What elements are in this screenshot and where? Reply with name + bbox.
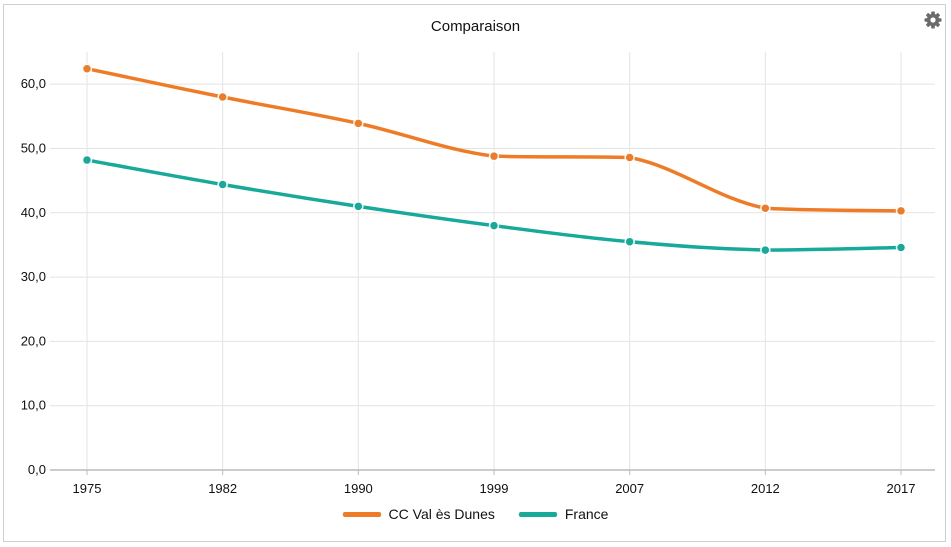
data-point-series-2[interactable] xyxy=(488,220,500,231)
y-tick-label: 40,0 xyxy=(21,205,46,220)
y-tick-label: 50,0 xyxy=(21,140,46,155)
y-tick-label: 10,0 xyxy=(21,398,46,413)
data-point-series-2[interactable] xyxy=(895,242,907,253)
legend-item-series-1[interactable]: CC Val ès Dunes xyxy=(342,506,495,522)
legend-swatch-series-2 xyxy=(518,511,557,517)
legend: CC Val ès Dunes France xyxy=(0,506,951,522)
data-point-series-1[interactable] xyxy=(760,203,771,214)
data-point-series-2[interactable] xyxy=(760,244,771,256)
x-tick-label: 2017 xyxy=(887,481,916,496)
data-point-series-1[interactable] xyxy=(624,152,635,163)
x-tick-label: 1999 xyxy=(480,481,509,496)
x-tick-label: 2007 xyxy=(615,481,644,496)
data-point-series-2[interactable] xyxy=(81,154,93,166)
x-tick-label: 2012 xyxy=(751,481,780,496)
x-tick-label: 1975 xyxy=(73,481,102,496)
data-point-series-1[interactable] xyxy=(895,205,907,217)
y-tick-label: 0,0 xyxy=(28,462,46,477)
data-points xyxy=(81,63,907,256)
x-tick-label: 1982 xyxy=(208,481,237,496)
y-tick-label: 20,0 xyxy=(21,333,46,348)
legend-label-series-2: France xyxy=(564,506,609,522)
axes: 0,0 10,0 20,0 30,0 40,0 50,0 60,0 1975 1982 1990 1… xyxy=(21,76,935,496)
data-point-series-1[interactable] xyxy=(217,91,228,103)
y-tick-label: 30,0 xyxy=(21,269,46,284)
legend-item-series-2[interactable]: France xyxy=(518,506,609,522)
data-point-series-1[interactable] xyxy=(353,118,364,129)
legend-swatch-series-1 xyxy=(342,511,381,517)
legend-label-series-1: CC Val ès Dunes xyxy=(388,506,495,522)
gear-icon[interactable] xyxy=(923,10,943,30)
data-point-series-2[interactable] xyxy=(353,201,364,212)
data-point-series-2[interactable] xyxy=(624,236,635,247)
data-point-series-1[interactable] xyxy=(81,63,93,74)
y-tick-label: 60,0 xyxy=(21,76,46,91)
chart-title: Comparaison xyxy=(430,18,521,35)
data-point-series-1[interactable] xyxy=(488,150,500,162)
data-point-series-2[interactable] xyxy=(217,179,228,190)
grid xyxy=(50,52,935,470)
x-tick-label: 1990 xyxy=(344,481,373,496)
chart-container xyxy=(3,4,946,542)
